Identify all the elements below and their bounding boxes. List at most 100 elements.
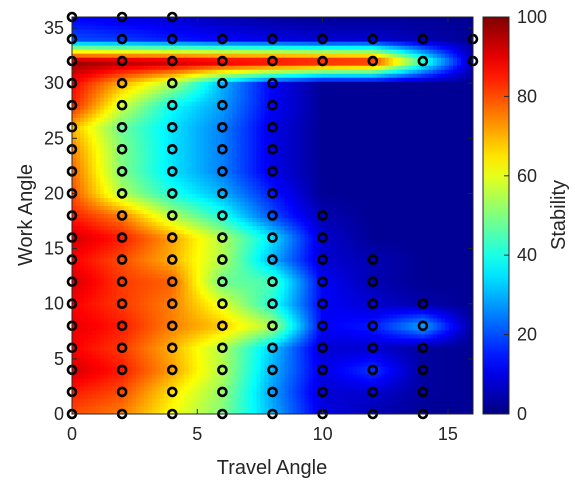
heatmap-cell	[184, 261, 189, 267]
heatmap-cell	[132, 389, 137, 395]
heatmap-cell	[96, 77, 101, 82]
heatmap-cell	[228, 389, 233, 395]
heatmap-cell	[204, 365, 209, 371]
heatmap-cell	[212, 405, 217, 411]
heatmap-cell	[256, 277, 262, 283]
heatmap-cell	[88, 113, 93, 118]
heatmap-cell	[140, 53, 145, 58]
heatmap-cell	[108, 301, 113, 307]
heatmap-cell	[164, 141, 169, 146]
heatmap-cell	[132, 325, 137, 331]
heatmap-cell	[184, 297, 189, 303]
heatmap-cell	[192, 73, 197, 78]
heatmap-cell	[124, 225, 129, 231]
heatmap-cell	[112, 317, 117, 323]
heatmap-cell	[228, 221, 233, 227]
heatmap-cell	[268, 249, 274, 255]
heatmap-cell	[176, 61, 181, 66]
heatmap-cell	[124, 373, 129, 379]
heatmap-cell	[212, 141, 217, 146]
heatmap-cell	[76, 357, 81, 363]
heatmap-cell	[256, 121, 262, 126]
heatmap-cell	[200, 77, 205, 82]
heatmap-cell	[164, 381, 169, 387]
heatmap-cell	[236, 317, 242, 323]
heatmap-cell	[196, 173, 201, 178]
heatmap-cell	[212, 389, 217, 395]
heatmap-cell	[108, 249, 113, 255]
heatmap-cell	[264, 185, 270, 191]
heatmap-cell	[232, 189, 238, 195]
heatmap-cell	[256, 33, 262, 38]
heatmap-cell	[160, 333, 165, 339]
heatmap-cell	[220, 117, 225, 122]
heatmap-cell	[196, 65, 201, 70]
heatmap-cell	[196, 169, 201, 174]
heatmap-cell	[128, 221, 133, 227]
heatmap-cell	[148, 209, 153, 215]
heatmap-cell	[80, 173, 85, 178]
heatmap-cell	[224, 113, 229, 118]
heatmap-cell	[236, 225, 242, 231]
heatmap-cell	[200, 145, 205, 150]
heatmap-cell	[84, 377, 89, 383]
heatmap-cell	[196, 269, 201, 275]
heatmap-cell	[124, 249, 129, 255]
heatmap-cell	[76, 365, 81, 371]
heatmap-cell	[160, 137, 165, 142]
heatmap-cell	[88, 161, 93, 166]
heatmap-cell	[84, 161, 89, 166]
heatmap-cell	[228, 113, 233, 118]
heatmap-cell	[132, 173, 137, 178]
heatmap-cell	[128, 153, 133, 158]
heatmap-cell	[148, 333, 153, 339]
heatmap-cell	[244, 101, 250, 106]
heatmap-cell	[112, 309, 117, 315]
heatmap-cell	[212, 341, 217, 347]
heatmap-cell	[108, 221, 113, 227]
heatmap-cell	[108, 345, 113, 351]
heatmap-cell	[240, 145, 246, 150]
heatmap-cell	[128, 53, 133, 58]
heatmap-cell	[228, 101, 233, 106]
heatmap-cell	[248, 105, 254, 110]
heatmap-cell	[248, 21, 254, 26]
heatmap-cell	[96, 57, 101, 62]
heatmap-cell	[228, 269, 233, 275]
heatmap-cell	[120, 225, 125, 231]
heatmap-cell	[172, 345, 177, 351]
heatmap-cell	[264, 173, 270, 178]
heatmap-cell	[88, 17, 93, 22]
heatmap-cell	[188, 377, 193, 383]
heatmap-cell	[180, 189, 185, 195]
heatmap-cell	[128, 281, 133, 287]
heatmap-cell	[72, 141, 77, 146]
heatmap-cell	[108, 409, 113, 414]
heatmap-cell	[92, 189, 97, 195]
heatmap-cell	[196, 209, 201, 215]
heatmap-cell	[216, 69, 221, 74]
heatmap-cell	[104, 301, 109, 307]
heatmap-cell	[84, 169, 89, 174]
heatmap-cell	[204, 401, 209, 407]
heatmap-cell	[272, 381, 278, 387]
heatmap-cell	[112, 345, 117, 351]
heatmap-cell	[136, 201, 141, 207]
heatmap-cell	[84, 409, 89, 414]
heatmap-cell	[112, 45, 117, 50]
heatmap-cell	[208, 349, 213, 355]
heatmap-cell	[248, 81, 254, 86]
heatmap-cell	[148, 217, 153, 223]
heatmap-cell	[240, 409, 246, 414]
heatmap-cell	[104, 85, 109, 90]
heatmap-cell	[156, 185, 161, 191]
heatmap-cell	[256, 73, 262, 78]
heatmap-cell	[132, 365, 137, 371]
heatmap-cell	[244, 281, 250, 287]
heatmap-cell	[140, 149, 145, 154]
heatmap-cell	[224, 185, 229, 191]
heatmap-cell	[84, 61, 89, 66]
heatmap-cell	[148, 181, 153, 187]
heatmap-cell	[216, 373, 221, 379]
heatmap-cell	[240, 329, 246, 335]
